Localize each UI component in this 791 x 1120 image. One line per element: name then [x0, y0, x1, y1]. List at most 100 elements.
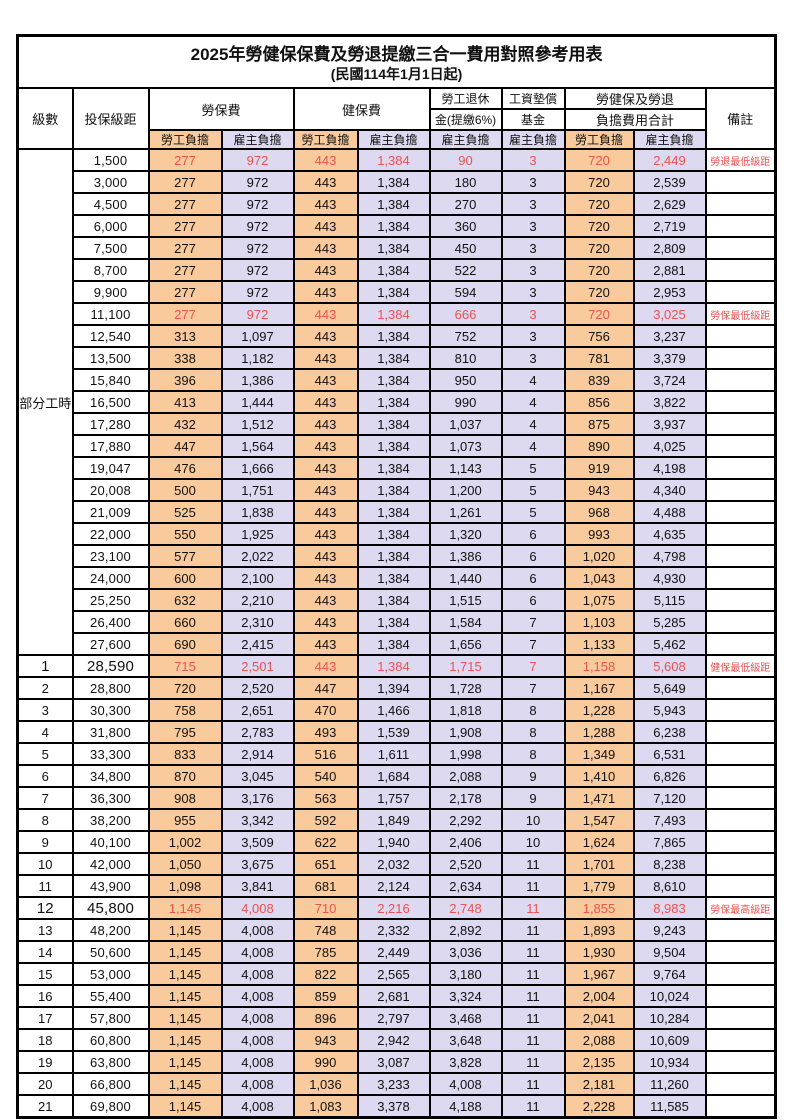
health-employer-cell: 1,384 — [356, 258, 431, 282]
pension-employer-cell: 1,200 — [428, 478, 503, 502]
header-row-3: 勞工負擔 雇主負擔 勞工負擔 雇主負擔 雇主負擔 雇主負擔 勞工負擔 雇主負擔 — [18, 129, 776, 150]
labor-employee-cell: 476 — [147, 456, 223, 480]
wage-fund-employer-cell: 11 — [500, 962, 566, 986]
health-employer-cell: 2,124 — [356, 874, 431, 898]
pension-employer-cell: 752 — [428, 324, 503, 348]
note-cell — [704, 258, 777, 282]
total-employer-cell: 3,025 — [632, 302, 707, 326]
labor-employer-cell: 1,666 — [220, 456, 295, 480]
note-cell — [704, 852, 777, 876]
wage-fund-employer-cell: 3 — [500, 324, 566, 348]
table-row: 21,009 525 1,838 443 1,384 1,261 5 968 4,488 — [18, 500, 777, 524]
wage-fund-employer-cell: 11 — [500, 940, 566, 964]
health-employer-cell: 1,940 — [356, 830, 431, 854]
wage-fund-employer-cell: 10 — [500, 808, 566, 832]
health-employer-cell: 1,384 — [356, 566, 431, 590]
pension-employer-cell: 810 — [428, 346, 503, 370]
labor-employee-cell: 660 — [147, 610, 223, 634]
note-cell — [704, 610, 777, 634]
pension-employer-cell: 666 — [428, 302, 503, 326]
total-employer-cell: 2,539 — [632, 170, 707, 194]
health-employee-cell: 443 — [292, 214, 359, 238]
labor-employee-cell: 413 — [147, 390, 223, 414]
pension-employer-cell: 2,292 — [428, 808, 503, 832]
total-employee-cell: 1,133 — [563, 632, 635, 656]
pension-employer-cell: 2,892 — [428, 918, 503, 942]
header-bracket: 投保級距 — [71, 87, 150, 150]
bracket-cell: 28,590 — [71, 654, 150, 678]
health-employee-cell: 470 — [292, 698, 359, 722]
health-employee-cell: 443 — [292, 522, 359, 546]
wage-fund-employer-cell: 3 — [500, 280, 566, 304]
wage-fund-employer-cell: 11 — [500, 1094, 566, 1119]
table-row: 12,540 313 1,097 443 1,384 752 3 756 3,237 — [18, 324, 777, 348]
labor-employee-cell: 1,145 — [147, 1028, 223, 1052]
labor-employee-cell: 1,145 — [147, 940, 223, 964]
labor-employee-cell: 1,145 — [147, 962, 223, 986]
health-employer-cell: 1,539 — [356, 720, 431, 744]
labor-employer-cell: 2,783 — [220, 720, 295, 744]
labor-employer-cell: 2,210 — [220, 588, 295, 612]
table-row: 20 66,800 1,145 4,008 1,036 3,233 4,008 11 2,181… — [16, 1072, 777, 1096]
labor-employee-cell: 1,145 — [147, 1072, 223, 1096]
note-cell — [704, 478, 777, 502]
bracket-cell: 30,300 — [71, 698, 150, 722]
total-employer-cell: 6,826 — [632, 764, 707, 788]
bracket-cell: 53,000 — [71, 962, 150, 986]
health-employee-cell: 859 — [292, 984, 359, 1008]
total-employee-cell: 720 — [563, 258, 635, 282]
level-cell-part-time: 部分工時 — [16, 148, 74, 656]
health-employee-cell: 681 — [292, 874, 359, 898]
bracket-cell: 1,500 — [71, 148, 150, 172]
bracket-cell: 60,800 — [71, 1028, 150, 1052]
level-cell: 3 — [16, 698, 74, 722]
health-employer-cell: 1,384 — [356, 390, 431, 414]
health-employee-cell: 443 — [292, 280, 359, 304]
pension-employer-cell: 3,180 — [428, 962, 503, 986]
wage-fund-employer-cell: 11 — [500, 918, 566, 942]
note-cell — [704, 940, 777, 964]
fee-table-body: 部分工時 1,500 277 972 443 1,384 90 3 720 2,449 勞退最低級距… — [16, 148, 777, 1119]
note-cell — [704, 1006, 777, 1030]
total-employee-cell: 720 — [563, 236, 635, 260]
bracket-cell: 25,250 — [71, 588, 150, 612]
note-cell — [704, 808, 777, 832]
note-cell — [704, 368, 777, 392]
page-title: 2025年勞健保保費及勞退提繳三合一費用對照參考用表 — [190, 44, 603, 64]
pension-employer-cell: 3,468 — [428, 1006, 503, 1030]
note-cell — [704, 588, 777, 612]
labor-employer-cell: 4,008 — [220, 1050, 295, 1074]
note-cell — [704, 786, 777, 810]
health-employee-cell: 443 — [292, 412, 359, 436]
level-cell: 16 — [16, 984, 74, 1008]
total-employee-cell: 943 — [563, 478, 635, 502]
bracket-cell: 11,100 — [71, 302, 150, 326]
table-row: 15,840 396 1,386 443 1,384 950 4 839 3,724 — [18, 368, 777, 392]
level-cell: 2 — [16, 676, 74, 700]
health-employee-cell: 785 — [292, 940, 359, 964]
note-cell — [704, 346, 777, 370]
total-employer-cell: 7,120 — [632, 786, 707, 810]
health-employee-cell: 443 — [292, 390, 359, 414]
wage-fund-employer-cell: 11 — [500, 874, 566, 898]
total-employee-cell: 2,004 — [563, 984, 635, 1008]
total-employee-cell: 720 — [563, 214, 635, 238]
table-row: 1 28,590 715 2,501 443 1,384 1,715 7 1,158 5,608 健… — [16, 654, 777, 678]
total-employee-cell: 2,041 — [563, 1006, 635, 1030]
labor-employer-cell: 2,100 — [220, 566, 295, 590]
fee-table: 2025年勞健保保費及勞退提繳三合一費用對照參考用表 (民國114年1月1日起)… — [16, 34, 778, 1119]
health-employee-cell: 651 — [292, 852, 359, 876]
wage-fund-employer-cell: 6 — [500, 566, 566, 590]
pension-employer-cell: 1,261 — [428, 500, 503, 524]
pension-employer-cell: 1,656 — [428, 632, 503, 656]
labor-employee-cell: 1,145 — [147, 1094, 223, 1119]
wage-fund-employer-cell: 5 — [500, 478, 566, 502]
table-row: 6,000 277 972 443 1,384 360 3 720 2,719 — [18, 214, 777, 238]
wage-fund-employer-cell: 3 — [500, 258, 566, 282]
bracket-cell: 66,800 — [71, 1072, 150, 1096]
note-cell — [704, 676, 777, 700]
total-employee-cell: 1,410 — [563, 764, 635, 788]
pension-employer-cell: 2,406 — [428, 830, 503, 854]
health-employer-cell: 2,332 — [356, 918, 431, 942]
header-pension-line2: 金(提繳6%) — [428, 108, 503, 131]
